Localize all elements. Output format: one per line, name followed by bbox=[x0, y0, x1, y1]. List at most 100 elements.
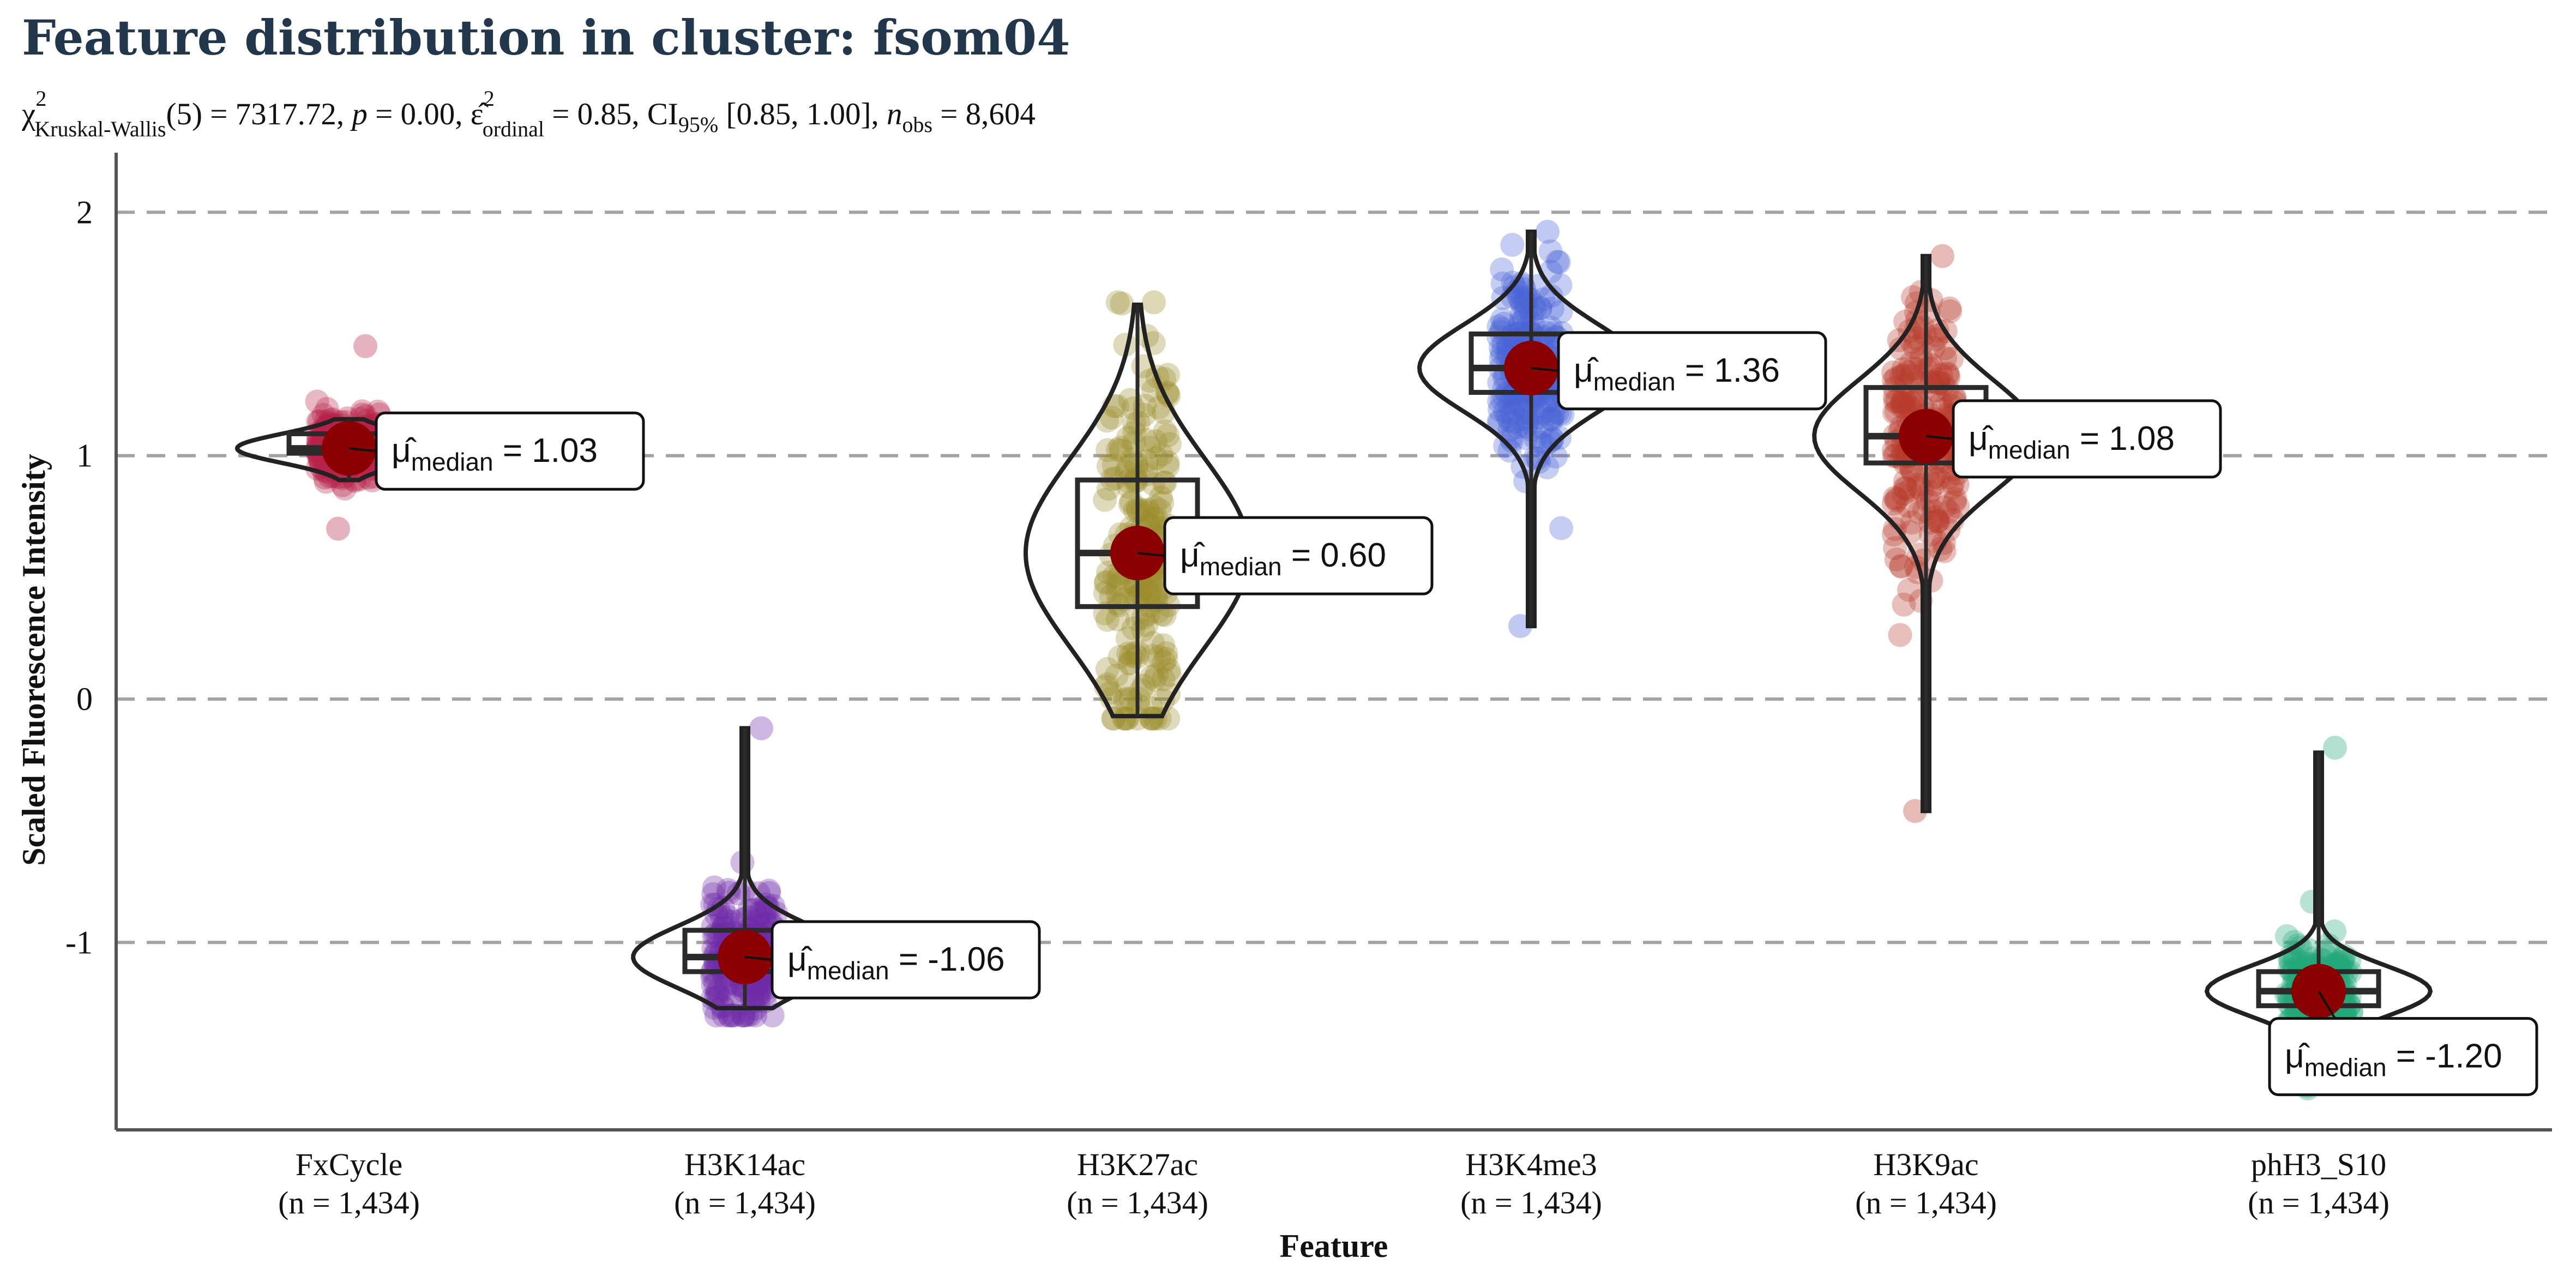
data-point bbox=[2323, 736, 2347, 760]
data-point bbox=[1121, 396, 1146, 420]
data-point bbox=[1903, 384, 1928, 409]
data-point bbox=[1510, 292, 1534, 317]
data-point bbox=[1882, 438, 1906, 462]
data-point bbox=[1154, 641, 1178, 665]
data-point bbox=[1894, 476, 1918, 501]
data-point bbox=[1493, 434, 1518, 458]
data-point bbox=[756, 896, 780, 920]
data-point bbox=[1889, 555, 1913, 579]
data-point bbox=[1937, 296, 1962, 321]
subtitle-p-label: p bbox=[350, 97, 368, 131]
data-point bbox=[1528, 296, 1552, 321]
median-label-H3K14ac: μ̂median = -1.06 bbox=[787, 941, 1005, 985]
data-point bbox=[1115, 706, 1139, 731]
data-point bbox=[1509, 288, 1533, 313]
data-point bbox=[1119, 490, 1143, 514]
data-point bbox=[1531, 287, 1556, 312]
data-point bbox=[1157, 663, 1182, 687]
data-point bbox=[1147, 645, 1172, 669]
subtitle-eps-val: = 0.85, CI bbox=[544, 97, 678, 131]
data-point bbox=[1101, 706, 1126, 731]
data-point bbox=[1923, 378, 1947, 403]
data-point bbox=[1894, 372, 1918, 396]
data-point bbox=[1537, 389, 1561, 413]
data-point bbox=[1925, 509, 1950, 534]
data-point bbox=[1942, 490, 1967, 514]
data-point bbox=[716, 905, 741, 929]
data-point bbox=[1895, 360, 1920, 384]
subtitle-chi2-sup: 2 bbox=[35, 86, 46, 111]
data-point bbox=[749, 716, 773, 741]
x-category-n-H3K27ac: (n = 1,434) bbox=[1067, 1185, 1208, 1220]
data-point bbox=[1889, 390, 1914, 415]
data-point bbox=[1515, 410, 1540, 435]
violin-H3K27ac bbox=[1023, 302, 1252, 719]
data-point bbox=[1154, 647, 1178, 671]
median-label-FxCycle: μ̂median = 1.03 bbox=[392, 432, 598, 476]
data-point bbox=[711, 914, 736, 939]
data-point bbox=[305, 389, 329, 414]
data-point bbox=[747, 983, 771, 1007]
data-point bbox=[1153, 470, 1177, 495]
data-point bbox=[1145, 663, 1169, 687]
data-point bbox=[1096, 477, 1121, 501]
data-point bbox=[1939, 476, 1964, 500]
data-point bbox=[1516, 401, 1540, 426]
data-point bbox=[735, 905, 760, 929]
data-point bbox=[1099, 405, 1124, 430]
data-point bbox=[1122, 420, 1147, 445]
data-point bbox=[1144, 507, 1169, 531]
x-category-n-H3K14ac: (n = 1,434) bbox=[674, 1185, 816, 1220]
data-point bbox=[2329, 950, 2354, 975]
data-point bbox=[1901, 357, 1925, 381]
data-point bbox=[1487, 389, 1512, 413]
data-point bbox=[1892, 592, 1916, 617]
data-point bbox=[1540, 426, 1564, 451]
subtitle-chi2: χ bbox=[21, 97, 36, 131]
data-point bbox=[1151, 667, 1176, 691]
x-category-n-H3K9ac: (n = 1,434) bbox=[1855, 1185, 1997, 1220]
median-label-box bbox=[1163, 516, 1434, 595]
label-connector bbox=[348, 447, 377, 453]
data-point bbox=[1936, 517, 1961, 542]
data-point bbox=[1141, 506, 1165, 531]
data-point bbox=[1112, 706, 1137, 731]
data-point bbox=[1936, 363, 1960, 387]
median-label-H3K9ac: μ̂median = 1.08 bbox=[1969, 420, 2175, 464]
data-point bbox=[1122, 412, 1147, 436]
data-point bbox=[1105, 607, 1130, 631]
median-label-box bbox=[1557, 331, 1827, 411]
data-point bbox=[1114, 686, 1139, 711]
data-point bbox=[1540, 408, 1564, 432]
median-value: = 1.08 bbox=[2071, 420, 2175, 458]
data-point bbox=[1910, 478, 1934, 502]
data-point bbox=[1492, 311, 1516, 336]
data-point bbox=[1893, 469, 1917, 493]
data-point bbox=[1530, 395, 1554, 419]
data-point bbox=[1116, 425, 1140, 450]
data-point bbox=[1155, 423, 1180, 448]
data-point bbox=[1112, 706, 1136, 731]
data-point bbox=[1108, 645, 1132, 669]
data-point bbox=[1491, 333, 1516, 357]
data-point bbox=[1922, 472, 1947, 497]
data-point bbox=[1095, 607, 1120, 632]
data-point bbox=[1923, 464, 1947, 489]
x-category-n-phH3_S10: (n = 1,434) bbox=[2248, 1185, 2390, 1220]
data-point bbox=[1888, 623, 1912, 647]
median-label-H3K27ac: μ̂median = 0.60 bbox=[1180, 537, 1386, 581]
data-point bbox=[1148, 485, 1173, 510]
median-value: = -1.20 bbox=[2387, 1038, 2502, 1075]
violins bbox=[234, 230, 2433, 1091]
data-point bbox=[1486, 324, 1511, 349]
data-point bbox=[1105, 437, 1130, 462]
data-point bbox=[1122, 431, 1146, 455]
data-point bbox=[1143, 429, 1167, 454]
data-point bbox=[1096, 454, 1121, 479]
data-point bbox=[1493, 399, 1518, 424]
data-point bbox=[1151, 633, 1176, 658]
data-point bbox=[702, 875, 726, 900]
data-point bbox=[1521, 293, 1546, 317]
median-subscript: median bbox=[1988, 436, 2071, 464]
data-point bbox=[1139, 665, 1164, 689]
